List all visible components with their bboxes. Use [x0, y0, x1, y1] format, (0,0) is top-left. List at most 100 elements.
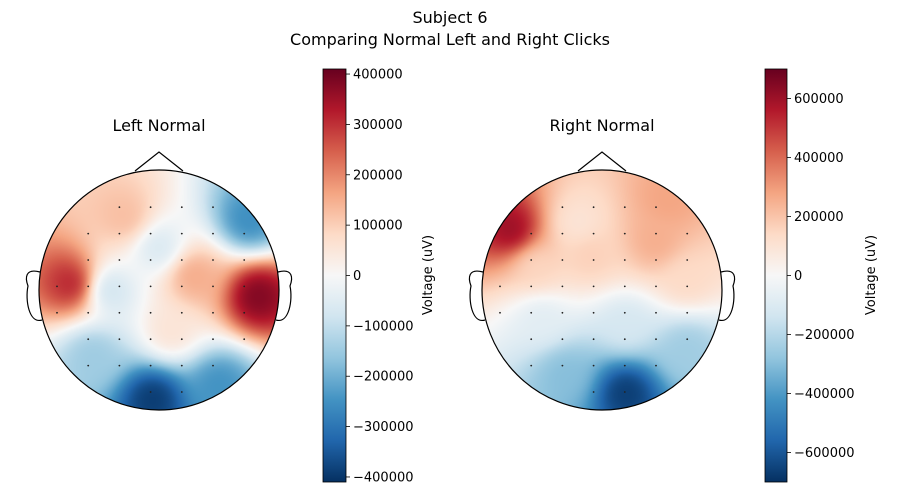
- colorbar-tick-label: −400000: [353, 470, 414, 485]
- colorbar-tick-label: 300000: [353, 118, 403, 133]
- sensor-dot: [686, 259, 689, 261]
- sensor-dot: [623, 206, 626, 209]
- colorbar-tick-label: 400000: [353, 68, 403, 83]
- nose-outline: [577, 151, 627, 172]
- colorbar-tick-label: −200000: [353, 370, 414, 385]
- sensor-dot: [56, 285, 58, 288]
- sensor-dot: [530, 259, 533, 261]
- sensor-dot: [212, 259, 214, 261]
- topomap-right: Right Normal: [468, 116, 736, 411]
- sensor-dot: [561, 259, 564, 261]
- right-ear-outline: [718, 270, 736, 321]
- sensor-dot: [180, 338, 183, 341]
- colorbar-tick-label: 600000: [794, 92, 844, 107]
- sensor-dot: [592, 206, 595, 209]
- colorbar-tick-label: −400000: [794, 387, 855, 402]
- sensor-dot: [87, 285, 90, 288]
- sensor-dot: [623, 285, 626, 288]
- sensor-dot: [561, 285, 564, 288]
- sensor-dot: [561, 206, 564, 209]
- sensor-dot: [56, 311, 58, 314]
- sensor-dot: [592, 364, 595, 367]
- sensor-dot: [530, 338, 533, 341]
- sensor-dot: [149, 285, 152, 288]
- topomap-heatmap: [39, 170, 279, 410]
- sensor-dot: [149, 338, 152, 341]
- sensor-dot: [243, 338, 246, 341]
- sensor-dot: [592, 259, 595, 261]
- sensor-dot: [623, 364, 626, 367]
- right-colorbar-gradient: [764, 68, 788, 483]
- sensor-dot: [623, 232, 626, 235]
- sensor-dot: [149, 364, 152, 367]
- sensor-dot: [686, 338, 689, 341]
- sensor-dot: [686, 285, 689, 288]
- right-colorbar-ticks: 600000 400000 200000 0 −200000 −400000 −600000: [787, 92, 855, 461]
- colorbar-tick-label: 100000: [353, 219, 403, 234]
- sensor-dot: [499, 285, 501, 288]
- sensor-dot: [686, 311, 689, 314]
- sensor-dot: [530, 285, 533, 288]
- sensor-dot: [686, 232, 689, 235]
- left-colorbar: 400000 300000 200000 100000 0 −100000 −200000 −…: [322, 68, 436, 485]
- sensor-dot: [655, 206, 657, 209]
- sensor-dot: [212, 232, 214, 235]
- right-colorbar: 600000 400000 200000 0 −200000 −400000 −600000…: [764, 68, 879, 483]
- left-plot-title: Left Normal: [112, 116, 205, 135]
- sensor-dot: [592, 285, 595, 288]
- sensor-dot: [118, 364, 121, 367]
- left-ear-outline: [468, 270, 486, 321]
- sensor-dot: [561, 338, 564, 341]
- sensor-dot: [149, 311, 152, 314]
- left-colorbar-ticks: 400000 300000 200000 100000 0 −100000 −200000 −…: [346, 68, 414, 485]
- sensor-dot: [655, 232, 657, 235]
- colorbar-tick-label: 200000: [794, 210, 844, 225]
- topomap-left: Left Normal: [25, 116, 293, 411]
- sensor-dot: [623, 338, 626, 341]
- sensor-dot: [212, 364, 214, 367]
- colorbar-tick-label: −300000: [353, 420, 414, 435]
- sensor-dot: [180, 285, 183, 288]
- sensor-dot: [592, 338, 595, 341]
- sensor-dot: [87, 259, 90, 261]
- right-head-outline: [468, 151, 736, 411]
- sensor-dot: [592, 232, 595, 235]
- sensor-dot: [592, 391, 595, 393]
- sensor-dot: [655, 285, 657, 288]
- sensor-dot: [499, 311, 501, 314]
- colorbar-tick-label: −600000: [794, 446, 855, 461]
- sensor-dot: [87, 311, 90, 314]
- sensor-dot: [87, 232, 90, 235]
- sensor-dot: [243, 232, 246, 235]
- left-head-outline: [25, 151, 293, 411]
- sensor-dot: [149, 206, 152, 209]
- sensor-dot: [561, 232, 564, 235]
- sensor-dot: [530, 232, 533, 235]
- right-sensor-markers: [499, 206, 689, 393]
- sensor-dot: [655, 259, 657, 261]
- sensor-dot: [243, 311, 246, 314]
- sensor-dot: [180, 364, 183, 367]
- nose-outline: [134, 151, 184, 172]
- head-circle: [481, 169, 723, 411]
- sensor-dot: [561, 364, 564, 367]
- head-circle: [38, 169, 280, 411]
- sensor-dot: [87, 338, 90, 341]
- sensor-dot: [118, 285, 121, 288]
- sensor-dot: [655, 364, 657, 367]
- sensor-dot: [87, 364, 90, 367]
- sensor-dot: [212, 206, 214, 209]
- sensor-dot: [561, 311, 564, 314]
- colorbar-tick-label: −100000: [353, 319, 414, 334]
- left-colorbar-gradient: [322, 68, 347, 483]
- right-plot-title: Right Normal: [549, 116, 654, 135]
- sensor-dot: [180, 232, 183, 235]
- figure-suptitle-line2: Comparing Normal Left and Right Clicks: [290, 30, 610, 49]
- left-colorbar-label: Voltage (uV): [421, 235, 436, 315]
- sensor-dot: [623, 311, 626, 314]
- sensor-dot: [530, 364, 533, 367]
- colorbar-tick-label: 400000: [794, 151, 844, 166]
- sensor-dot: [118, 311, 121, 314]
- sensor-dot: [212, 338, 214, 341]
